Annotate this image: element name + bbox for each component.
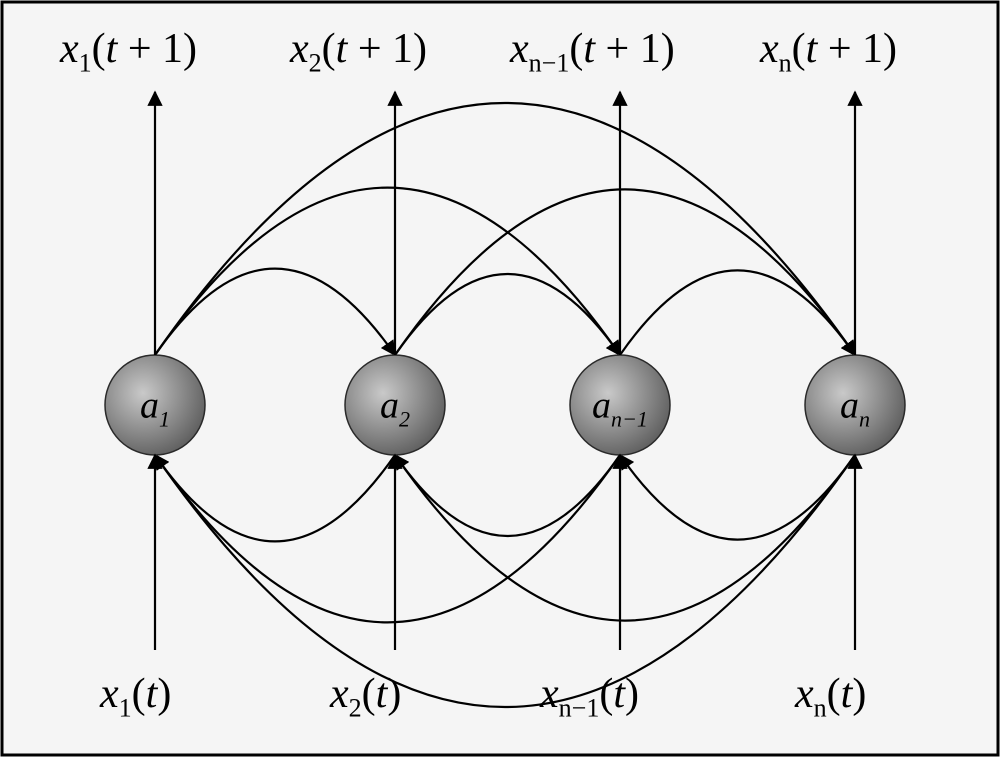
input-label-1: x2(t) (330, 670, 401, 723)
input-label-0: x1(t) (100, 670, 171, 723)
input-label-3: xn(t) (795, 670, 866, 723)
node-label-an1: an−1 (592, 384, 648, 433)
output-label-3: xn(t + 1) (760, 25, 897, 78)
output-label-0: x1(t + 1) (60, 25, 197, 78)
input-label-2: xn−1(t) (540, 670, 639, 723)
node-label-an: an (840, 384, 870, 433)
node-label-a1: a1 (140, 384, 170, 433)
diagram-svg (0, 0, 1000, 757)
diagram-canvas: { "type": "network", "background_color":… (0, 0, 1000, 757)
output-label-2: xn−1(t + 1) (510, 25, 675, 78)
node-label-a2: a2 (380, 384, 410, 433)
output-label-1: x2(t + 1) (290, 25, 427, 78)
